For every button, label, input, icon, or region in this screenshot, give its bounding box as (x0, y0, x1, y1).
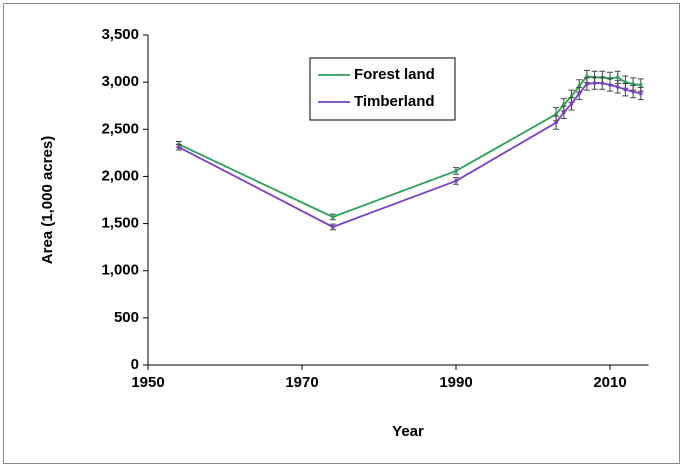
legend-label: Timberland (354, 93, 435, 110)
point (623, 80, 628, 84)
y-tick-label: 1,000 (101, 262, 139, 279)
point (554, 112, 558, 116)
x-axis-label: Year (392, 423, 424, 440)
y-tick-label: 500 (114, 309, 139, 326)
y-axis-label: Area (1,000 acres) (39, 136, 56, 264)
point (608, 83, 612, 87)
y-tick-label: 0 (131, 356, 139, 373)
x-tick-label: 1950 (131, 374, 164, 391)
point (615, 75, 620, 80)
y-tick-label: 3,000 (101, 73, 139, 90)
legend-box (309, 57, 456, 121)
point (454, 179, 458, 183)
point (623, 87, 628, 92)
point (454, 169, 458, 173)
legend-label: Forest land (354, 66, 435, 83)
point (631, 82, 635, 86)
point (177, 145, 181, 149)
point (600, 81, 605, 85)
point (592, 81, 597, 85)
point (554, 120, 558, 125)
x-tick-label: 1970 (285, 374, 318, 391)
point (569, 102, 574, 106)
y-tick-label: 2,500 (101, 120, 139, 137)
y-tick-label: 2,000 (101, 167, 139, 184)
point (331, 225, 335, 229)
point (562, 102, 566, 107)
frame (3, 3, 680, 464)
x-tick-label: 2010 (593, 374, 626, 391)
x-tick-label: 1990 (439, 374, 472, 391)
point (577, 84, 581, 88)
point (585, 82, 589, 86)
y-tick-label: 1,500 (101, 215, 139, 232)
point (562, 110, 566, 115)
point (631, 89, 635, 94)
point (639, 91, 643, 96)
y-tick-label: 3,500 (101, 26, 139, 43)
point (577, 91, 581, 96)
point (615, 85, 620, 89)
point (569, 94, 574, 99)
point (639, 83, 643, 87)
point (331, 215, 335, 219)
point (585, 74, 589, 79)
